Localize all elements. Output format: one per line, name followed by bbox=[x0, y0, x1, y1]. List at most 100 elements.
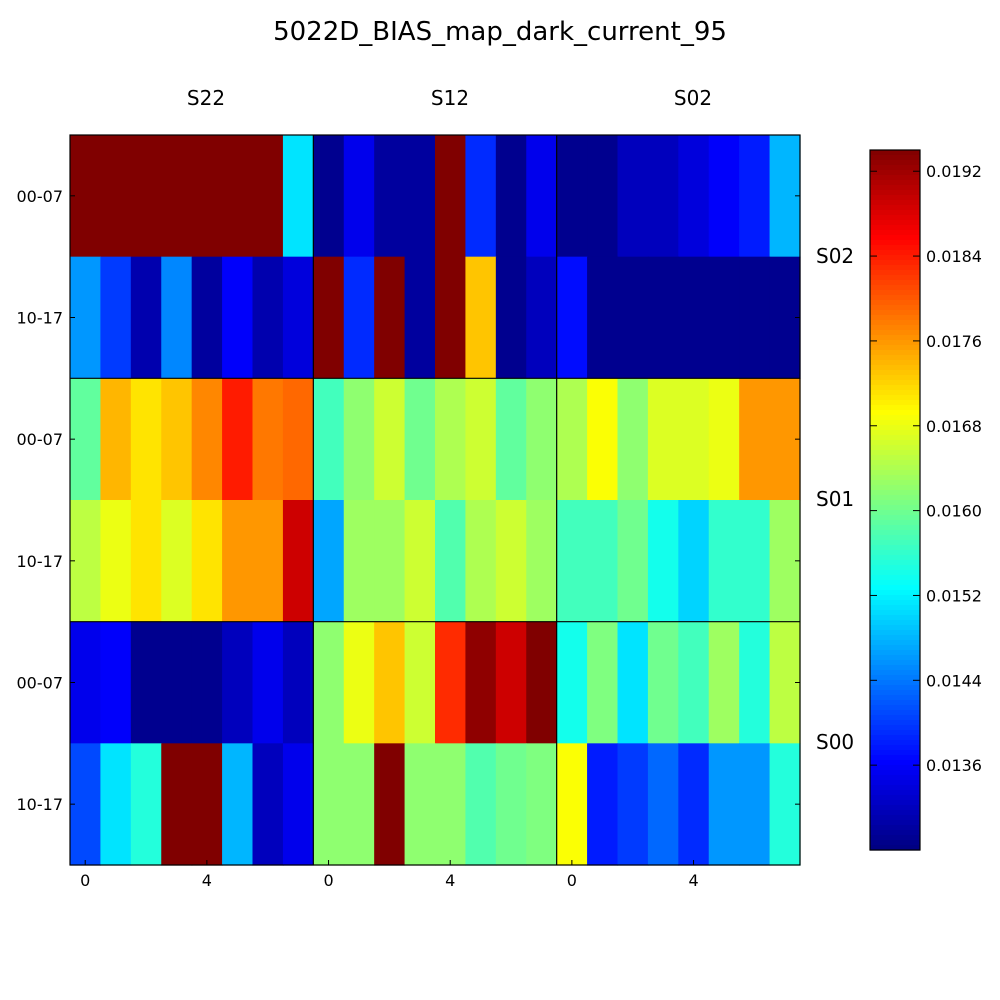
colorbar-segment bbox=[870, 740, 920, 746]
colorbar-segment bbox=[870, 700, 920, 706]
colorbar-segment bbox=[870, 265, 920, 271]
heatmap-cell bbox=[70, 256, 102, 379]
heatmap-cell bbox=[70, 743, 102, 866]
colorbar-segment bbox=[870, 495, 920, 501]
colorbar-segment bbox=[870, 780, 920, 786]
colorbar-segment bbox=[870, 205, 920, 211]
colorbar-segment bbox=[870, 450, 920, 456]
colorbar-segment bbox=[870, 185, 920, 191]
colorbar-segment bbox=[870, 520, 920, 526]
x-tick-label: 4 bbox=[445, 871, 455, 890]
colorbar-segment bbox=[870, 485, 920, 491]
heatmap-cell bbox=[313, 256, 345, 379]
heatmap-cell bbox=[647, 378, 679, 501]
row-group-label-s01: S01 bbox=[816, 487, 854, 511]
colorbar-segment bbox=[870, 555, 920, 561]
heatmap-cell bbox=[465, 621, 497, 744]
colorbar-segment bbox=[870, 795, 920, 801]
heatmap-cell bbox=[282, 743, 314, 866]
heatmap-cell bbox=[465, 743, 497, 866]
row-tick-label: 00-07 bbox=[17, 430, 64, 449]
heatmap-cell bbox=[708, 256, 740, 379]
colorbar-segment bbox=[870, 820, 920, 826]
heatmap-cell bbox=[343, 621, 375, 744]
colorbar-segment bbox=[870, 505, 920, 511]
colorbar-segment bbox=[870, 295, 920, 301]
colorbar-segment bbox=[870, 690, 920, 696]
heatmap-cell bbox=[130, 500, 162, 623]
colorbar-segment bbox=[870, 825, 920, 831]
colorbar-segment bbox=[870, 285, 920, 291]
heatmap-cell bbox=[678, 135, 710, 258]
row-group-label-s00: S00 bbox=[816, 730, 854, 754]
heatmap-cell bbox=[374, 500, 406, 623]
heatmap-cell bbox=[617, 378, 649, 501]
heatmap-cell bbox=[526, 135, 558, 258]
heatmap-cell bbox=[343, 256, 375, 379]
heatmap-cell bbox=[708, 135, 740, 258]
heatmap-cell bbox=[556, 500, 588, 623]
colorbar-segment bbox=[870, 155, 920, 161]
heatmap-cell bbox=[556, 256, 588, 379]
heatmap-cell bbox=[282, 135, 314, 258]
colorbar-segment bbox=[870, 270, 920, 276]
heatmap-cell bbox=[678, 500, 710, 623]
colorbar-segment bbox=[870, 225, 920, 231]
heatmap-cell bbox=[70, 135, 102, 258]
colorbar-segment bbox=[870, 705, 920, 711]
heatmap-cell bbox=[587, 500, 619, 623]
heatmap-cell bbox=[191, 743, 223, 866]
heatmap-cell bbox=[708, 378, 740, 501]
colorbar-segment bbox=[870, 785, 920, 791]
colorbar-segment bbox=[870, 230, 920, 236]
row-tick-label: 10-17 bbox=[17, 552, 64, 571]
heatmap-cell bbox=[161, 500, 193, 623]
colorbar-segment bbox=[870, 190, 920, 196]
heatmap-cell bbox=[130, 378, 162, 501]
colorbar-segment bbox=[870, 460, 920, 466]
heatmap-cell bbox=[222, 256, 254, 379]
heatmap-cell bbox=[161, 378, 193, 501]
colorbar-segment bbox=[870, 810, 920, 816]
colorbar-segment bbox=[870, 215, 920, 221]
colorbar-segment bbox=[870, 620, 920, 626]
colorbar-tick-label: 0.0152 bbox=[926, 586, 982, 605]
heatmap-cell bbox=[252, 500, 284, 623]
colorbar-segment bbox=[870, 725, 920, 731]
colorbar-segment bbox=[870, 165, 920, 171]
heatmap-cell bbox=[495, 621, 527, 744]
colorbar-segment bbox=[870, 500, 920, 506]
heatmap-cell bbox=[404, 135, 436, 258]
colorbar-segment bbox=[870, 695, 920, 701]
heatmap-cell bbox=[313, 500, 345, 623]
heatmap-cell bbox=[252, 256, 284, 379]
heatmap-cell bbox=[647, 743, 679, 866]
colorbar-segment bbox=[870, 630, 920, 636]
heatmap-cell bbox=[556, 378, 588, 501]
colorbar-segment bbox=[870, 625, 920, 631]
heatmap-cell bbox=[70, 378, 102, 501]
colorbar-segment bbox=[870, 530, 920, 536]
heatmap-cell bbox=[465, 378, 497, 501]
colorbar-segment bbox=[870, 515, 920, 521]
colorbar-tick-label: 0.0192 bbox=[926, 162, 982, 181]
colorbar-segment bbox=[870, 805, 920, 811]
colorbar-segment bbox=[870, 360, 920, 366]
heatmap-cell bbox=[617, 743, 649, 866]
colorbar-segment bbox=[870, 465, 920, 471]
colorbar-segment bbox=[870, 830, 920, 836]
x-tick-label: 0 bbox=[80, 871, 90, 890]
column-group-label-s02: S02 bbox=[674, 86, 712, 110]
colorbar-segment bbox=[870, 715, 920, 721]
colorbar-segment bbox=[870, 645, 920, 651]
colorbar-segment bbox=[870, 710, 920, 716]
colorbar-segment bbox=[870, 565, 920, 571]
colorbar-segment bbox=[870, 170, 920, 176]
heatmap-cell bbox=[252, 378, 284, 501]
heatmap-cell bbox=[526, 378, 558, 501]
colorbar-segment bbox=[870, 340, 920, 346]
heatmap-cell bbox=[161, 135, 193, 258]
colorbar-segment bbox=[870, 330, 920, 336]
heatmap-cell bbox=[739, 500, 771, 623]
heatmap-cell bbox=[374, 256, 406, 379]
